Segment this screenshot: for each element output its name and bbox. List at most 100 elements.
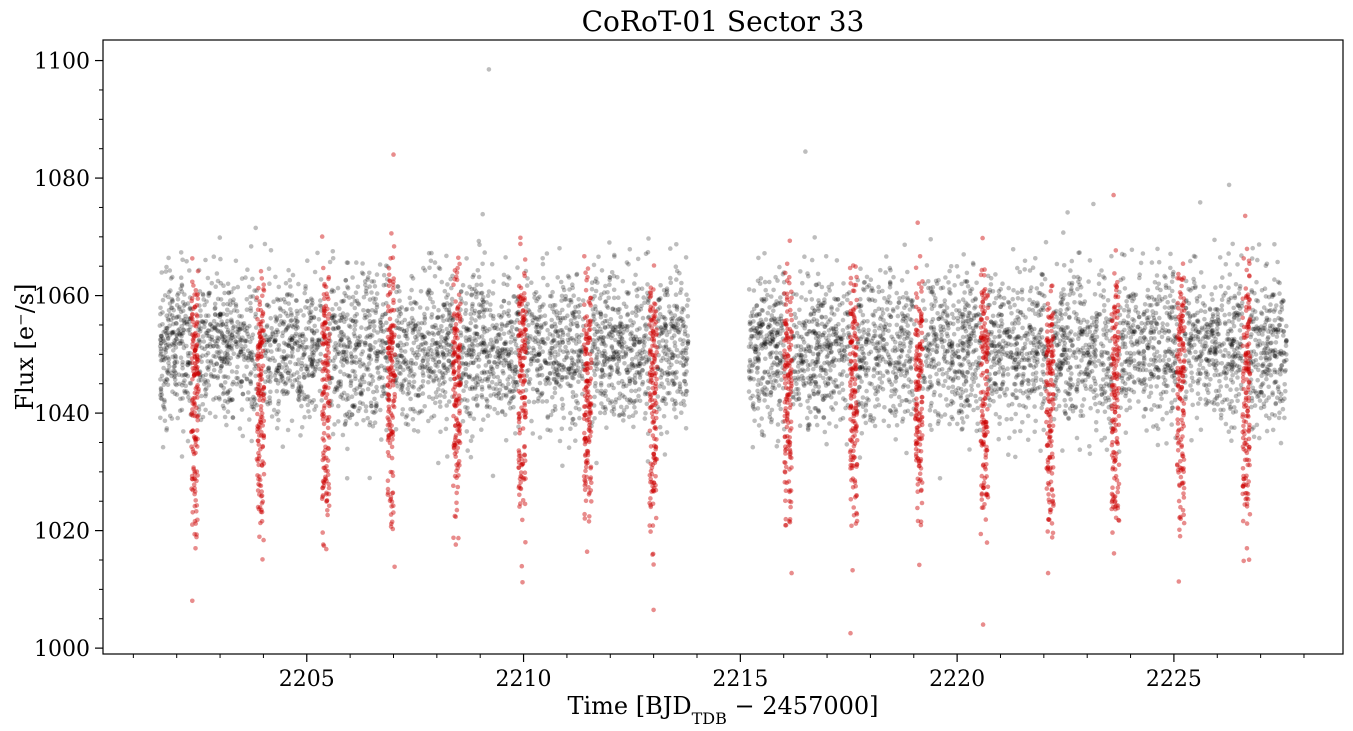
data-point	[355, 335, 361, 341]
data-point	[176, 372, 182, 378]
data-point	[180, 359, 185, 365]
data-point	[568, 410, 573, 416]
data-point	[287, 341, 292, 346]
data-point	[486, 289, 492, 294]
data-point	[342, 357, 348, 363]
data-point	[435, 364, 440, 369]
data-point	[354, 311, 360, 317]
data-point	[367, 297, 373, 302]
data-point	[206, 313, 211, 319]
data-point	[408, 365, 413, 371]
data-point	[642, 323, 648, 329]
data-point	[1155, 246, 1160, 252]
data-point	[435, 351, 440, 357]
data-point	[408, 361, 414, 366]
data-point	[311, 372, 317, 378]
data-point	[180, 341, 186, 347]
data-point	[426, 287, 432, 293]
data-point	[175, 292, 180, 298]
data-point	[764, 387, 769, 392]
data-point	[330, 326, 336, 331]
data-point	[485, 378, 490, 383]
data-point	[163, 379, 168, 385]
data-point	[203, 313, 209, 319]
data-point	[206, 291, 211, 297]
data-point	[508, 399, 513, 404]
data-point	[473, 357, 479, 363]
data-point	[491, 325, 497, 331]
data-point	[540, 261, 546, 267]
data-point	[574, 271, 580, 277]
data-point	[1230, 320, 1235, 325]
data-point	[805, 425, 811, 431]
data-point	[248, 351, 253, 356]
data-point	[568, 318, 574, 323]
data-point	[499, 350, 504, 356]
data-point	[177, 408, 183, 414]
data-point	[611, 355, 616, 360]
data-point	[628, 318, 633, 323]
data-point	[416, 352, 421, 358]
data-point	[245, 267, 250, 273]
data-point	[495, 410, 501, 416]
data-point	[622, 361, 627, 366]
data-point	[549, 340, 554, 345]
data-point	[664, 288, 670, 294]
data-point	[494, 364, 500, 370]
data-point	[1142, 302, 1148, 307]
data-point	[570, 416, 575, 422]
data-point	[296, 390, 301, 395]
data-point	[367, 312, 372, 318]
data-point	[336, 403, 341, 409]
data-point	[528, 362, 534, 367]
data-point	[975, 405, 980, 411]
data-point	[482, 350, 487, 355]
data-point	[307, 414, 312, 420]
data-point	[632, 338, 637, 344]
data-point	[374, 403, 379, 408]
data-point	[383, 263, 389, 269]
data-point	[219, 356, 225, 362]
data-point	[446, 399, 452, 404]
data-point	[473, 384, 478, 390]
data-point	[477, 310, 482, 315]
data-point	[289, 418, 295, 424]
data-point	[441, 345, 447, 351]
data-point	[535, 387, 540, 393]
data-point	[340, 352, 346, 358]
data-point	[610, 329, 615, 335]
data-point	[409, 368, 414, 374]
data-point	[666, 371, 671, 376]
data-point	[345, 335, 350, 341]
data-point	[202, 346, 207, 352]
data-point	[961, 252, 966, 257]
data-point	[496, 332, 502, 337]
data-point	[624, 304, 629, 310]
data-point	[657, 384, 663, 389]
data-point	[363, 408, 369, 414]
data-point	[220, 403, 226, 409]
data-point	[1109, 253, 1114, 259]
data-point	[550, 364, 556, 370]
data-point	[598, 311, 604, 317]
data-point	[447, 303, 453, 308]
data-point	[642, 349, 648, 355]
data-point	[277, 305, 283, 311]
data-point	[576, 309, 582, 315]
data-point	[557, 246, 562, 251]
data-point	[1229, 438, 1234, 444]
data-point	[211, 397, 216, 402]
data-point	[545, 282, 550, 288]
data-point	[636, 358, 642, 363]
data-point	[444, 332, 450, 338]
data-point	[555, 315, 561, 321]
data-point	[535, 399, 541, 404]
data-point	[545, 415, 551, 420]
data-point	[610, 325, 616, 331]
data-point	[1264, 428, 1270, 434]
data-point	[662, 321, 668, 326]
data-point	[556, 361, 561, 366]
data-point	[300, 355, 305, 361]
data-point	[374, 272, 380, 277]
data-point	[834, 258, 840, 263]
